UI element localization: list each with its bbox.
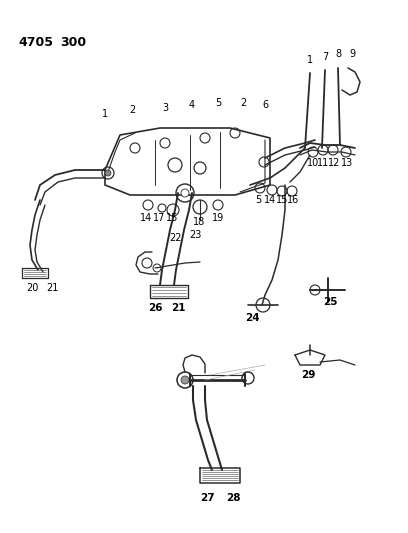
- Text: 14: 14: [140, 213, 152, 223]
- Text: 15: 15: [276, 195, 288, 205]
- Text: 26: 26: [148, 303, 162, 313]
- Text: 17: 17: [153, 213, 165, 223]
- Text: 11: 11: [317, 158, 329, 168]
- Text: 1: 1: [102, 109, 108, 119]
- Text: 10: 10: [307, 158, 319, 168]
- Text: 300: 300: [60, 36, 86, 49]
- Text: 13: 13: [341, 158, 353, 168]
- Text: 25: 25: [323, 297, 337, 307]
- Text: 22: 22: [170, 233, 182, 243]
- Text: 7: 7: [322, 52, 328, 62]
- Text: 4: 4: [189, 100, 195, 110]
- Text: 19: 19: [212, 213, 224, 223]
- Text: 16: 16: [287, 195, 299, 205]
- Circle shape: [105, 170, 111, 176]
- Text: 3: 3: [162, 103, 168, 113]
- Text: 12: 12: [328, 158, 340, 168]
- Text: 18: 18: [193, 217, 205, 227]
- Text: 20: 20: [26, 283, 38, 293]
- Text: 4705: 4705: [18, 36, 53, 49]
- Circle shape: [181, 189, 189, 197]
- Text: 23: 23: [189, 230, 201, 240]
- Text: 5: 5: [215, 98, 221, 108]
- Text: 2: 2: [129, 105, 135, 115]
- Text: 14: 14: [264, 195, 276, 205]
- Text: 28: 28: [226, 493, 240, 503]
- Text: 27: 27: [200, 493, 214, 503]
- Text: 21: 21: [46, 283, 58, 293]
- Text: 21: 21: [171, 303, 185, 313]
- Text: 6: 6: [262, 100, 268, 110]
- Text: 15: 15: [166, 213, 178, 223]
- Circle shape: [181, 376, 189, 384]
- Text: 8: 8: [335, 49, 341, 59]
- Text: 1: 1: [307, 55, 313, 65]
- Text: 2: 2: [240, 98, 246, 108]
- Text: 5: 5: [255, 195, 261, 205]
- Text: 24: 24: [245, 313, 259, 323]
- Text: 9: 9: [349, 49, 355, 59]
- Text: 29: 29: [301, 370, 315, 380]
